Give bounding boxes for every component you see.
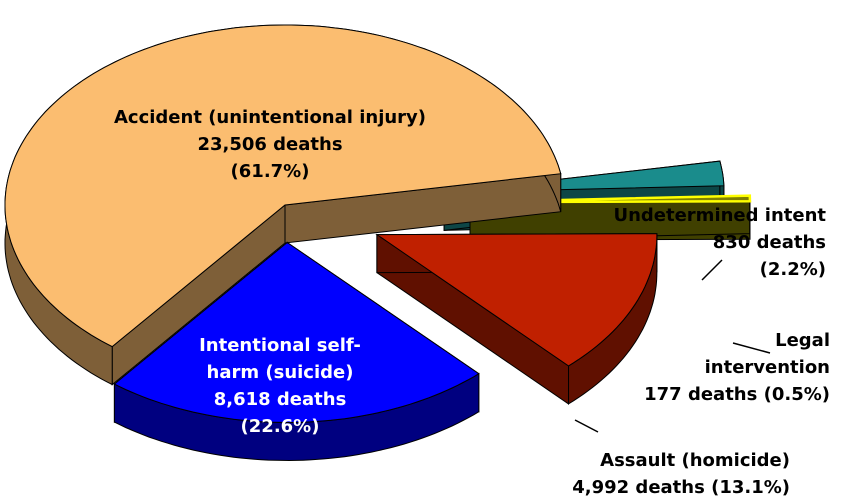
- deaths-label: 8,618 deaths: [214, 389, 347, 410]
- deaths-label: 177 deaths: [644, 384, 757, 405]
- deaths-label: 830 deaths: [560, 229, 826, 256]
- category: Intentional self-harm (suicide): [199, 335, 361, 383]
- value-label: (13.1%): [711, 477, 790, 498]
- deaths-label: 4,992 deaths: [572, 477, 705, 498]
- value-label: (61.7%): [70, 158, 470, 185]
- deaths-label: 23,506 deaths: [70, 131, 470, 158]
- slice-label: Legal intervention 177 deaths (0.5%): [600, 327, 830, 408]
- slice-label: Assault (homicide) 4,992 deaths (13.1%): [500, 447, 790, 501]
- category: Legal intervention: [690, 327, 830, 381]
- value-label: (22.6%): [241, 416, 320, 437]
- value-label: (2.2%): [560, 256, 826, 283]
- slice-label: Accident (unintentional injury)23,506 de…: [70, 104, 470, 185]
- category: Undetermined intent: [560, 202, 826, 229]
- category: Accident (unintentional injury): [70, 104, 470, 131]
- slice-label: Intentional self-harm (suicide) 8,618 de…: [190, 332, 370, 440]
- category: Assault (homicide): [500, 447, 790, 474]
- value-label: (0.5%): [764, 384, 830, 405]
- leader-line: [575, 420, 598, 432]
